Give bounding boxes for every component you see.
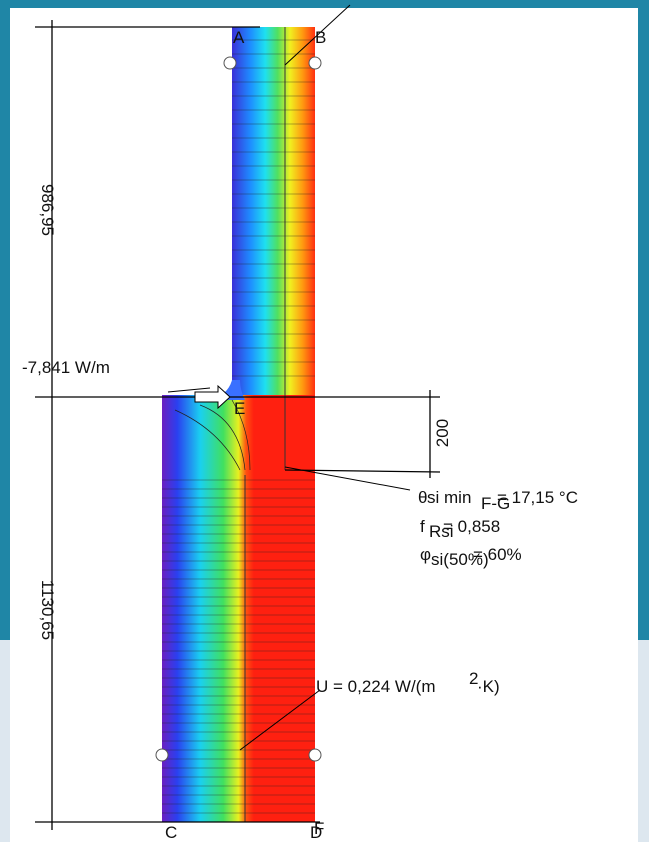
upper-wall	[232, 27, 315, 397]
point-marker	[309, 749, 321, 761]
dimension-label: 1130,65	[38, 580, 57, 640]
dimension-label: 986,95	[38, 184, 57, 236]
result-symbol: φ	[420, 545, 431, 564]
result-label: si min	[427, 488, 471, 507]
point-label: A	[233, 28, 245, 47]
point-marker	[156, 749, 168, 761]
result-value: = 0,858	[443, 517, 500, 536]
lower-wall	[162, 395, 315, 822]
u-value-label: ·K)	[477, 677, 500, 696]
result-symbol: f	[420, 517, 425, 536]
u-value-label: U = 0,224 W/(m	[316, 677, 436, 696]
point-label: E	[234, 399, 245, 418]
point-marker	[224, 57, 236, 69]
heat-flow-label: -7,841 W/m	[22, 358, 110, 377]
point-label: B	[315, 28, 326, 47]
point-marker	[309, 57, 321, 69]
point-label: C	[165, 823, 177, 842]
result-value: = 17,15 °C	[497, 488, 578, 507]
dimension-label: 200	[433, 419, 452, 447]
panel	[10, 8, 638, 842]
result-value: = 60%	[473, 545, 522, 564]
page: 986,95 1130,65 200 -7,841 W/m A B C D E …	[0, 0, 649, 842]
point-label: F	[314, 819, 324, 838]
diagram: 986,95 1130,65 200 -7,841 W/m A B C D E …	[0, 0, 649, 842]
